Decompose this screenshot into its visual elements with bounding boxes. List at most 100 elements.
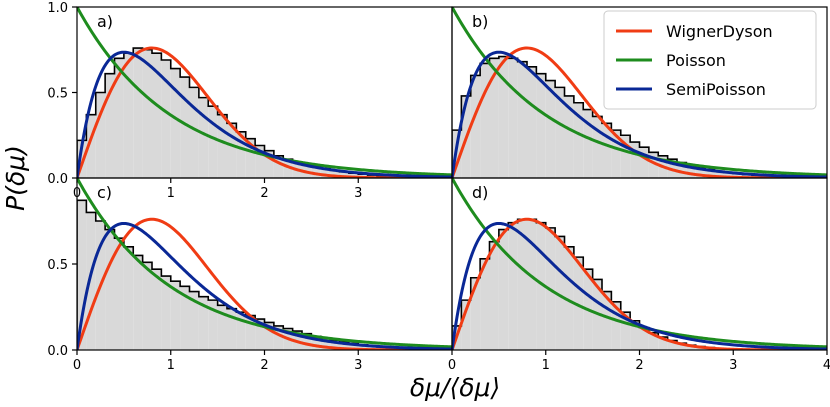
histogram-bar bbox=[508, 58, 518, 178]
histogram-bar bbox=[348, 343, 359, 350]
histogram-bar bbox=[348, 173, 359, 178]
histogram-bar bbox=[527, 219, 537, 350]
plot-area bbox=[77, 7, 452, 178]
histogram-bar bbox=[667, 340, 677, 350]
plot-area bbox=[452, 7, 827, 178]
panel-label: a) bbox=[97, 12, 113, 31]
histogram-bar bbox=[123, 53, 134, 178]
legend-label: WignerDyson bbox=[666, 22, 773, 41]
histogram-bar bbox=[639, 327, 649, 350]
histogram-bar bbox=[152, 269, 162, 350]
histogram-bar bbox=[480, 258, 490, 350]
histogram-bar bbox=[630, 142, 640, 178]
panel-label: b) bbox=[472, 12, 488, 31]
histogram-bar bbox=[227, 123, 237, 178]
histogram-bar bbox=[508, 222, 518, 350]
histogram-bar bbox=[686, 165, 696, 178]
plot-area bbox=[452, 178, 827, 350]
histogram-bar bbox=[733, 173, 743, 178]
histogram-bar bbox=[133, 48, 143, 178]
x-axis-label: δμ/⟨δμ⟩ bbox=[410, 373, 500, 402]
histogram-bar bbox=[86, 114, 96, 178]
histogram-bar bbox=[658, 337, 668, 350]
x-tick-label: 3 bbox=[354, 186, 362, 201]
histogram-bar bbox=[489, 58, 499, 178]
x-tick-label: 3 bbox=[354, 358, 362, 373]
histogram-bar bbox=[648, 332, 659, 350]
histogram-bar bbox=[236, 131, 246, 178]
histogram-bar bbox=[180, 77, 190, 178]
histogram-bar bbox=[339, 341, 349, 350]
histogram-bar bbox=[217, 114, 227, 178]
histogram-bar bbox=[602, 123, 612, 178]
histogram-bar bbox=[142, 49, 152, 178]
x-tick-label: 1 bbox=[167, 358, 175, 373]
series-line-poisson bbox=[77, 7, 452, 177]
histogram-bar bbox=[95, 92, 106, 178]
x-tick-label: 2 bbox=[260, 186, 268, 201]
histogram-bar bbox=[217, 305, 227, 350]
series-line-poisson bbox=[452, 178, 827, 349]
histogram-bar bbox=[236, 312, 246, 350]
y-tick-label: 0.0 bbox=[47, 172, 68, 187]
histogram-bar bbox=[180, 286, 190, 350]
histogram-bar bbox=[564, 246, 574, 350]
histogram-bar bbox=[273, 325, 284, 350]
x-tick-label: 1 bbox=[542, 358, 550, 373]
histogram-bar bbox=[133, 255, 143, 350]
histogram-bar bbox=[639, 147, 649, 178]
histogram-bar bbox=[311, 336, 321, 350]
histogram-bar bbox=[620, 135, 631, 178]
histogram-bar bbox=[602, 291, 612, 350]
histogram-bar bbox=[583, 109, 593, 178]
legend-box bbox=[603, 10, 817, 110]
series-line-semipoisson bbox=[452, 50, 827, 178]
panel-0: 0 1 2 30.00.51.0a) bbox=[47, 1, 453, 201]
series-line-semipoisson bbox=[77, 221, 452, 350]
histogram-bar bbox=[630, 320, 640, 350]
histogram-bar bbox=[573, 257, 584, 350]
histogram-bar bbox=[536, 73, 546, 178]
histogram-bar bbox=[123, 246, 134, 350]
y-tick-label: 0.5 bbox=[47, 258, 68, 273]
histogram-bar bbox=[264, 150, 274, 178]
series-line-semipoisson bbox=[452, 221, 827, 350]
histogram-bar bbox=[677, 343, 687, 350]
x-tick-label: 2 bbox=[260, 358, 268, 373]
histogram-bar bbox=[208, 106, 218, 178]
histogram-bar bbox=[105, 73, 115, 178]
y-tick-label: 0.0 bbox=[47, 344, 68, 359]
x-tick-label: 0 bbox=[448, 358, 456, 373]
panel-2: 0 1 2 3 0.0 0.5 c) bbox=[47, 177, 453, 373]
legend: WignerDyson Poisson SemiPoisson bbox=[603, 10, 817, 110]
histogram-bar bbox=[648, 152, 659, 178]
x-tick-label: 2 bbox=[635, 358, 643, 373]
histogram-bar bbox=[198, 97, 209, 178]
histogram-bar bbox=[264, 322, 274, 350]
histogram-bar bbox=[714, 171, 724, 178]
histogram-bar bbox=[470, 75, 481, 178]
histogram-bar bbox=[152, 53, 162, 178]
histogram-bar bbox=[480, 63, 490, 178]
histogram-bar bbox=[339, 171, 349, 178]
histogram-bar bbox=[555, 87, 565, 178]
histogram-bar bbox=[592, 116, 602, 178]
histogram-bar bbox=[677, 162, 687, 178]
x-tick-label: 3 bbox=[729, 358, 737, 373]
histogram-bar bbox=[320, 338, 331, 350]
histogram-bar bbox=[564, 95, 574, 178]
histogram-bar bbox=[255, 145, 265, 178]
histogram-bar bbox=[86, 212, 96, 350]
histogram-bar bbox=[283, 159, 293, 178]
histogram-bar bbox=[77, 200, 87, 350]
histogram-bar bbox=[517, 61, 527, 178]
histogram-bar bbox=[142, 262, 152, 350]
x-tick-label: 0 bbox=[73, 358, 81, 373]
histogram-bar bbox=[170, 281, 181, 350]
histogram-bar bbox=[114, 238, 124, 350]
series-line-poisson bbox=[77, 178, 452, 349]
histogram-bar bbox=[573, 102, 584, 178]
histogram-bar bbox=[470, 277, 481, 350]
histogram-bar bbox=[611, 301, 621, 350]
histogram-bar bbox=[686, 345, 696, 350]
